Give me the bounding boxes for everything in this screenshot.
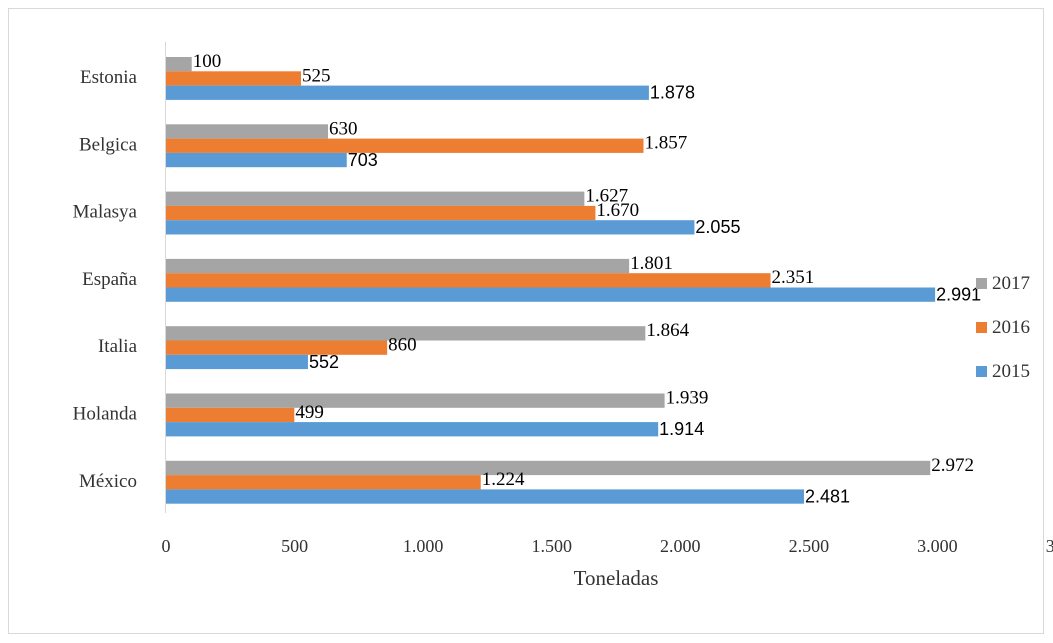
legend-label-2017: 2017 <box>992 273 1030 294</box>
bar-2016-2 <box>166 138 644 153</box>
category-label-5: Italia <box>98 336 138 357</box>
data-label-2017-7: 2.972 <box>931 455 974 476</box>
category-label-4: España <box>82 269 137 290</box>
bar-2017-3 <box>166 191 585 206</box>
data-label-2016-7: 1.224 <box>482 469 525 490</box>
bar-2017-1 <box>166 57 192 72</box>
data-label-2017-2: 630 <box>329 118 358 139</box>
bar-2017-2 <box>166 124 328 139</box>
x-tick-label-5: 2.000 <box>660 536 701 556</box>
data-label-2016-3: 1.670 <box>596 200 639 221</box>
data-label-2015-5: 552 <box>309 352 339 372</box>
bar-2015-7 <box>166 489 804 504</box>
bar-2017-4 <box>166 258 630 274</box>
x-tick-label-6: 2.500 <box>789 536 830 556</box>
x-tick-label-8: 3.500 <box>1046 536 1053 556</box>
data-label-2015-3: 2.055 <box>695 217 740 237</box>
data-label-2015-6: 1.914 <box>659 419 704 439</box>
x-tick-label-7: 3.000 <box>917 536 958 556</box>
data-label-2015-7: 2.481 <box>805 486 850 506</box>
x-tick-label-4: 1.500 <box>531 536 572 556</box>
legend-swatch-2017 <box>976 278 987 289</box>
category-label-6: Holanda <box>73 404 138 425</box>
x-tick-label-3: 1.000 <box>403 536 444 556</box>
bar-2017-5 <box>166 326 646 341</box>
bar-2015-6 <box>166 422 659 437</box>
chart-frame <box>8 8 1044 634</box>
data-label-2016-6: 499 <box>295 402 324 423</box>
bar-2016-1 <box>166 71 301 86</box>
bar-2015-4 <box>166 287 936 302</box>
data-label-2017-4: 1.801 <box>630 253 673 274</box>
data-label-2017-1: 100 <box>193 51 222 72</box>
legend-swatch-2015 <box>976 366 987 377</box>
data-label-2016-4: 2.351 <box>772 267 815 288</box>
bar-2015-2 <box>166 152 347 168</box>
legend-swatch-2016 <box>976 322 987 333</box>
category-label-2: Belgica <box>79 134 138 155</box>
data-label-2015-4: 2.991 <box>936 285 981 305</box>
data-label-2017-6: 1.939 <box>666 388 709 409</box>
legend-label-2016: 2016 <box>992 317 1030 338</box>
bar-2015-3 <box>166 220 695 235</box>
data-label-2016-5: 860 <box>388 335 417 356</box>
data-label-2017-5: 1.864 <box>646 320 689 341</box>
data-label-2016-2: 1.857 <box>645 133 688 154</box>
data-label-2015-2: 703 <box>348 150 378 170</box>
category-label-1: Estonia <box>80 67 138 88</box>
bar-2015-5 <box>166 354 308 370</box>
x-tick-label-1: 0 <box>162 536 171 556</box>
bar-2016-4 <box>166 273 771 288</box>
bar-2016-7 <box>166 475 481 490</box>
bar-2016-6 <box>166 407 295 423</box>
data-label-2015-1: 1.878 <box>650 83 695 103</box>
legend-label-2015: 2015 <box>992 361 1030 382</box>
x-tick-label-2: 500 <box>281 536 308 556</box>
category-label-7: México <box>79 471 137 492</box>
data-label-2016-1: 525 <box>302 65 331 86</box>
bar-2015-1 <box>166 85 649 100</box>
x-axis-title: Toneladas <box>574 566 659 590</box>
category-label-3: Malasya <box>73 202 138 223</box>
bar-2016-5 <box>166 340 388 355</box>
data-label-2017-3: 1.627 <box>585 186 628 207</box>
bar-2016-3 <box>166 205 596 221</box>
bar-2017-7 <box>166 460 931 476</box>
bar-2017-6 <box>166 393 665 408</box>
